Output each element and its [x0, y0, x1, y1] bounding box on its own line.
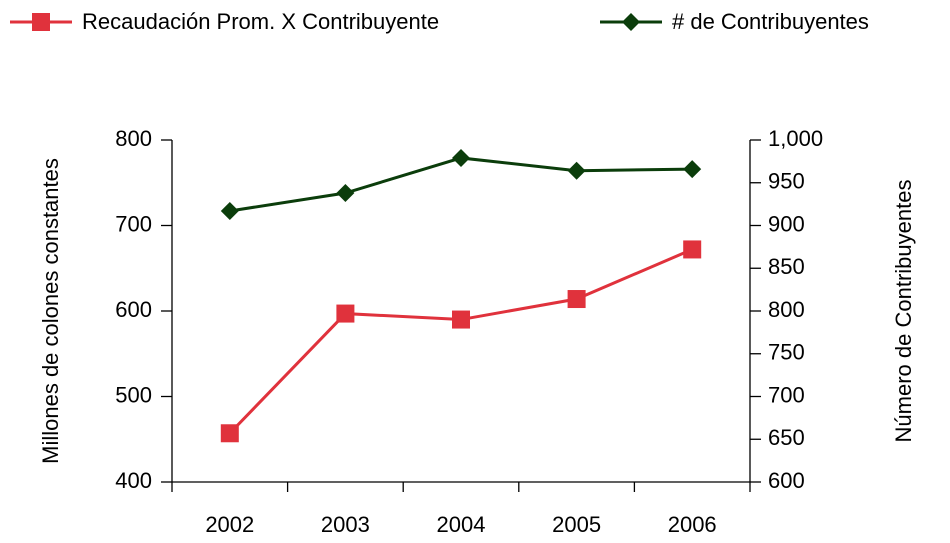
data-point [567, 290, 586, 309]
legend-label: Recaudación Prom. X Contribuyente [82, 9, 439, 34]
data-point [220, 424, 239, 443]
legend-marker [32, 13, 50, 31]
x-tick-label: 2004 [437, 512, 486, 537]
data-point [452, 310, 470, 329]
y-axis-title: Millones de colones constantes [38, 158, 63, 464]
data-point [220, 201, 239, 220]
y2-tick-label: 750 [768, 340, 805, 365]
x-tick-label: 2006 [668, 512, 717, 537]
legend-label: # de Contribuyentes [672, 9, 869, 34]
y2-tick-label: 850 [768, 254, 805, 279]
y2-tick-label: 650 [768, 425, 805, 450]
data-point [567, 161, 586, 180]
data-point [452, 148, 470, 167]
data-point [336, 184, 355, 203]
data-point [336, 304, 355, 323]
y2-tick-label: 600 [768, 468, 805, 493]
y2-tick-label: 1,000 [768, 126, 823, 151]
x-tick-label: 2005 [552, 512, 601, 537]
y2-tick-label: 800 [768, 297, 805, 322]
legend-marker [622, 13, 640, 31]
y-tick-label: 400 [115, 468, 152, 493]
x-tick-label: 2003 [321, 512, 370, 537]
data-point [683, 240, 702, 259]
y2-tick-label: 950 [768, 169, 805, 194]
y2-tick-label: 900 [768, 211, 805, 236]
series-line [228, 248, 693, 435]
y2-tick-label: 700 [768, 382, 805, 407]
y2-axis-title: Número de Contribuyentes [891, 180, 916, 443]
y-tick-label: 700 [115, 211, 152, 236]
y-tick-label: 600 [115, 297, 152, 322]
y-tick-label: 800 [115, 126, 152, 151]
x-tick-label: 2002 [205, 512, 254, 537]
data-point [683, 160, 702, 179]
y-tick-label: 500 [115, 382, 152, 407]
